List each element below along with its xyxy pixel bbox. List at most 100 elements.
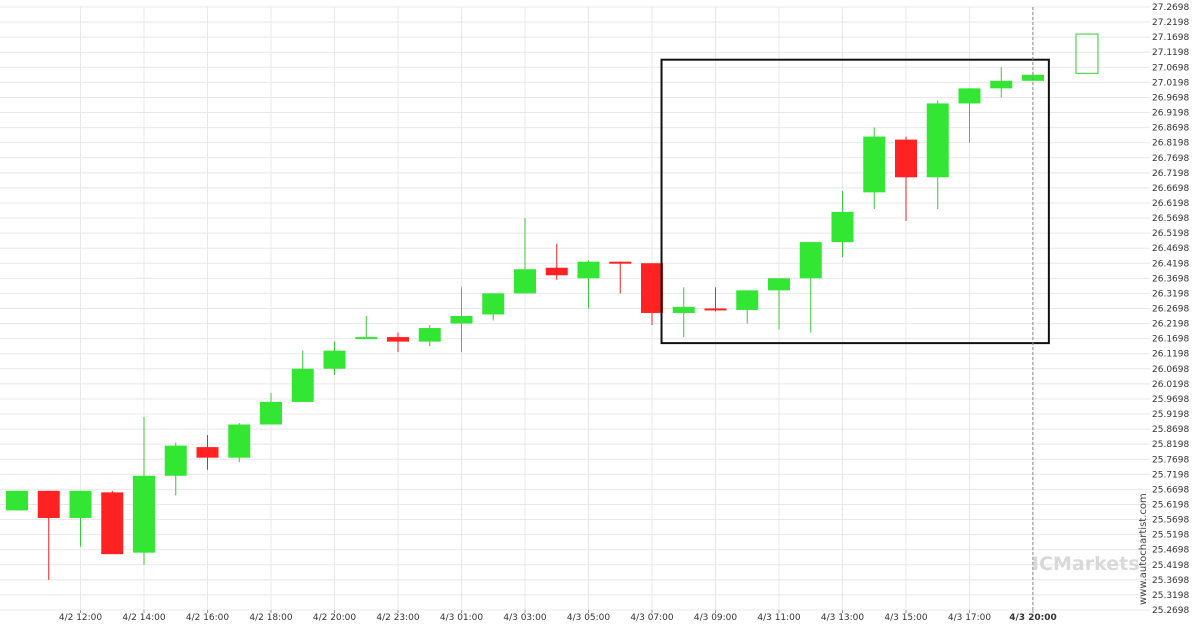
y-tick-label: 26.8698 xyxy=(1152,124,1189,134)
candle-body xyxy=(260,401,282,425)
y-tick-label: 25.8198 xyxy=(1152,440,1189,450)
y-tick-label: 25.4198 xyxy=(1152,561,1189,571)
candle-bullish xyxy=(355,315,378,340)
x-tick-label: 4/2 14:00 xyxy=(122,613,166,623)
candle-bearish xyxy=(641,263,663,326)
y-tick-label: 25.7698 xyxy=(1152,455,1189,465)
candle-bullish xyxy=(768,278,790,330)
y-tick-label: 25.9198 xyxy=(1152,410,1189,420)
candle-body xyxy=(609,261,632,264)
candle-body xyxy=(768,278,790,291)
candle-bullish xyxy=(133,416,155,565)
candle-bullish xyxy=(926,100,949,209)
candle-bearish xyxy=(196,435,219,470)
candle-bullish xyxy=(69,490,92,547)
candle-body xyxy=(736,290,759,310)
y-tick-label: 26.5198 xyxy=(1152,229,1189,239)
x-tick-label: 4/3 03:00 xyxy=(503,613,547,623)
candle-bullish xyxy=(164,442,187,496)
y-tick-label: 25.9698 xyxy=(1152,395,1189,405)
y-tick-label: 25.5698 xyxy=(1152,516,1189,526)
x-tick-label: 4/2 20:00 xyxy=(313,613,357,623)
candle-body xyxy=(577,261,600,279)
y-tick-label: 25.6198 xyxy=(1152,500,1189,510)
y-tick-label: 27.2698 xyxy=(1152,3,1189,13)
candle-body xyxy=(958,88,981,104)
candle-body xyxy=(418,328,441,342)
y-tick-label: 25.3698 xyxy=(1152,576,1189,586)
candle-body xyxy=(863,136,886,193)
y-tick-label: 25.2698 xyxy=(1152,606,1189,616)
y-tick-label: 26.2698 xyxy=(1152,305,1189,315)
x-axis: 4/2 12:00 4/2 14:00 4/2 16:00 4/2 18:00 4/2 … xyxy=(59,610,1057,623)
candle-body xyxy=(990,80,1013,89)
y-tick-label: 25.7198 xyxy=(1152,470,1189,480)
x-tick-label: 4/3 17:00 xyxy=(948,613,992,623)
x-tick-label: 4/2 18:00 xyxy=(249,613,293,623)
y-tick-label: 26.9198 xyxy=(1152,109,1189,119)
candle-bullish xyxy=(450,287,473,353)
candle-body xyxy=(926,103,949,178)
candle-body xyxy=(482,293,505,315)
y-tick-label: 27.1198 xyxy=(1152,48,1189,58)
y-tick-label: 25.5198 xyxy=(1152,531,1189,541)
y-tick-label: 26.9698 xyxy=(1152,93,1189,103)
candle-bullish xyxy=(291,350,314,402)
y-tick-label: 27.1698 xyxy=(1152,33,1189,43)
candle-bullish xyxy=(323,341,346,375)
y-tick-label: 25.6698 xyxy=(1152,485,1189,495)
candle-body xyxy=(196,447,219,458)
candle-body xyxy=(641,263,663,313)
candle-bullish xyxy=(260,392,282,425)
y-tick-label: 26.3198 xyxy=(1152,289,1189,299)
y-tick-label: 27.0198 xyxy=(1152,78,1189,88)
y-tick-label: 26.2198 xyxy=(1152,320,1189,330)
x-tick-label: 4/3 11:00 xyxy=(757,613,801,623)
y-tick-label: 26.6198 xyxy=(1152,199,1189,209)
candle-body xyxy=(450,315,473,324)
candle-bearish xyxy=(609,261,632,294)
candle-body xyxy=(672,306,695,313)
candle-body xyxy=(164,445,187,476)
candle-bullish xyxy=(863,127,886,209)
candle-body xyxy=(323,350,346,369)
source-url: www.autochartist.com xyxy=(1138,493,1149,605)
candle-body xyxy=(799,242,822,279)
y-tick-label: 26.0198 xyxy=(1152,380,1189,390)
candle-body xyxy=(6,490,28,511)
candle-bullish xyxy=(228,423,251,463)
x-tick-label: 4/2 23:00 xyxy=(376,613,420,623)
y-tick-label: 26.6698 xyxy=(1152,184,1189,194)
candle-bullish xyxy=(672,287,695,338)
candle-body xyxy=(387,337,409,342)
y-tick-label: 26.4198 xyxy=(1152,259,1189,269)
candle-body xyxy=(69,490,92,518)
x-tick-label: 4/3 05:00 xyxy=(567,613,611,623)
candle-bullish xyxy=(799,242,822,333)
brand-watermark: ICMarkets xyxy=(1032,553,1140,575)
pattern-box xyxy=(660,58,1050,345)
candle-body xyxy=(37,490,60,518)
candle-bullish xyxy=(736,290,759,324)
candle-body xyxy=(291,368,314,402)
y-tick-label: 25.4698 xyxy=(1152,546,1189,556)
y-tick-label: 26.0698 xyxy=(1152,365,1189,375)
x-tick-label: 4/3 07:00 xyxy=(630,613,674,623)
x-tick-label: 4/3 15:00 xyxy=(884,613,928,623)
candle-bullish xyxy=(831,190,854,258)
candle-bearish xyxy=(37,490,60,580)
y-tick-label: 25.8698 xyxy=(1152,425,1189,435)
y-tick-label: 26.7698 xyxy=(1152,154,1189,164)
y-tick-label: 26.8198 xyxy=(1152,139,1189,149)
y-tick-label: 27.0698 xyxy=(1152,63,1189,73)
x-tick-label: 4/3 13:00 xyxy=(821,613,865,623)
y-tick-label: 26.1698 xyxy=(1152,335,1189,345)
candle-body xyxy=(895,139,917,178)
candle-body xyxy=(704,308,727,311)
candle-bearish xyxy=(704,287,727,312)
candle-bullish xyxy=(990,67,1013,98)
candle-bullish xyxy=(577,260,600,309)
candle-body xyxy=(831,211,854,243)
candle-body xyxy=(133,475,155,553)
